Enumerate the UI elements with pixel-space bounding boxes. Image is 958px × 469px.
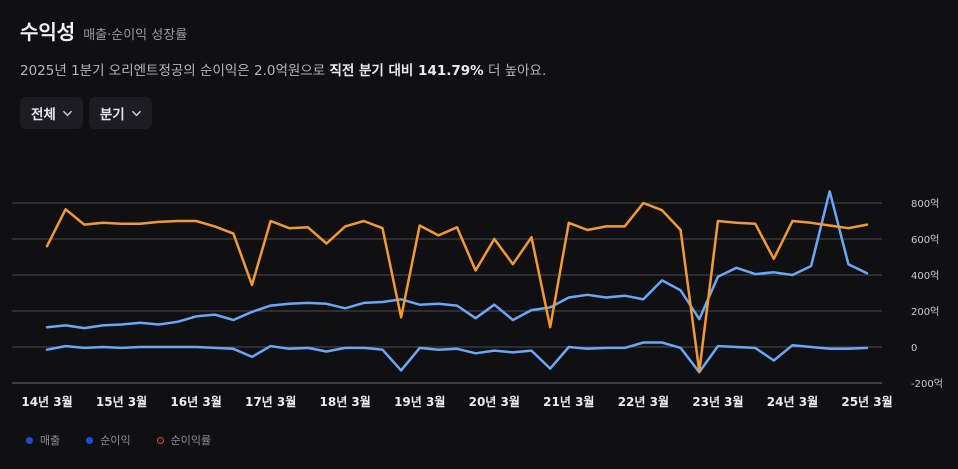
x-tick-label: 24년 3월	[767, 394, 818, 409]
chevron-down-icon	[62, 110, 72, 116]
growth-line-chart: 800억 600억 400억 200억 0 -200억 14년 3월 15년 3월 16년 3월…	[12, 190, 943, 409]
summary-text: 2025년 1분기 오리엔트정공의 순이익은 2.0억원으로 직전 분기 대비 …	[20, 59, 546, 79]
range-dropdown-label: 전체	[31, 107, 56, 123]
chevron-down-icon	[131, 110, 141, 116]
y-tick-label: -200억	[911, 378, 943, 390]
legend-item-net-income[interactable]: 순이익	[86, 432, 131, 448]
series-line-net-margin[interactable]	[45, 201, 869, 373]
y-tick-label: 400억	[911, 270, 939, 282]
legend-dot	[26, 436, 33, 444]
series-line-net-income[interactable]	[45, 341, 869, 374]
x-tick-label: 22년 3월	[618, 394, 669, 409]
legend-label: 순이익률	[170, 434, 212, 447]
legend-item-revenue[interactable]: 매출	[26, 432, 60, 448]
x-tick-label: 15년 3월	[96, 394, 147, 409]
chart-controls: 전체 분기	[20, 97, 152, 129]
chart-legend: 매출 순이익 순이익률	[26, 432, 211, 448]
range-dropdown[interactable]: 전체	[20, 97, 83, 129]
summary-suffix: 더 높아요.	[483, 63, 547, 79]
page-title: 수익성	[20, 20, 76, 44]
x-tick-label: 18년 3월	[320, 394, 371, 409]
y-tick-label: 800억	[911, 198, 939, 210]
y-tick-label: 0	[911, 343, 917, 354]
x-tick-label: 19년 3월	[394, 394, 445, 409]
x-tick-label: 23년 3월	[692, 394, 743, 409]
legend-label: 순이익	[100, 434, 131, 447]
y-tick-label: 600억	[911, 234, 939, 246]
x-tick-label: 14년 3월	[21, 394, 72, 409]
legend-label: 매출	[40, 434, 61, 447]
summary-highlight: 직전 분기 대비 141.79%	[329, 63, 484, 79]
summary-prefix: 2025년 1분기 오리엔트정공의 순이익은 2.0억원으로	[20, 63, 330, 79]
x-tick-label: 25년 3월	[841, 394, 892, 409]
period-dropdown-label: 분기	[99, 107, 125, 123]
series-line-revenue[interactable]	[45, 190, 869, 330]
x-tick-label: 21년 3월	[543, 394, 594, 409]
legend-dot	[86, 436, 94, 444]
x-tick-label: 17년 3월	[245, 394, 296, 409]
y-tick-label: 200억	[911, 306, 939, 318]
legend-dot	[156, 436, 164, 444]
x-tick-label: 20년 3월	[469, 394, 520, 409]
header: 수익성 매출·순이익 성장률 2025년 1분기 오리엔트정공의 순이익은 2.…	[20, 16, 546, 79]
page-subtitle: 매출·순이익 성장률	[83, 28, 188, 43]
period-dropdown[interactable]: 분기	[88, 97, 152, 129]
legend-item-net-margin[interactable]: 순이익률	[156, 432, 212, 448]
x-tick-label: 16년 3월	[170, 394, 221, 409]
